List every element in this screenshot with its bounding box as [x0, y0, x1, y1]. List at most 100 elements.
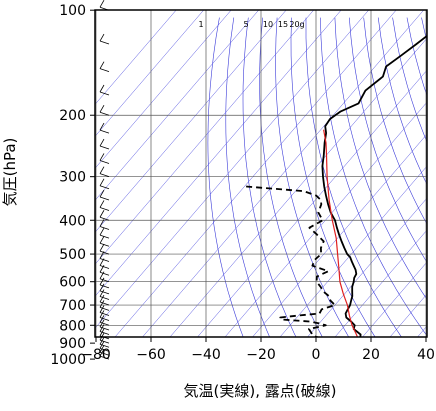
wind-barb-feather — [99, 178, 105, 186]
wind-barb-feather — [99, 153, 105, 161]
wind-barb-staff — [99, 129, 110, 134]
dry-adiabat-line — [392, 17, 427, 143]
wind-barb-feather — [99, 283, 105, 292]
mixing-ratio-label: 10 — [263, 20, 273, 29]
dry-adiabat-line — [334, 17, 427, 300]
wind-barb-feather — [99, 315, 105, 323]
wind-barb-feather — [99, 138, 105, 147]
wind-barb-staff — [99, 234, 110, 239]
y-tick-label: 500 — [59, 247, 86, 263]
x-tick-label: −40 — [191, 347, 221, 363]
wind-barb-staff — [99, 207, 110, 211]
wind-barb-feather — [99, 251, 105, 259]
x-tick-label: −80 — [81, 347, 111, 363]
wind-barb-feather — [99, 105, 105, 113]
wind-barb-feather — [99, 189, 105, 198]
wind-barbs — [99, 0, 110, 360]
wind-barb-feather — [99, 210, 105, 218]
wind-barb-staff — [99, 321, 110, 326]
wind-barb-staff — [99, 196, 110, 201]
y-tick-label: 700 — [59, 298, 86, 314]
wind-barb-staff — [99, 91, 110, 96]
isotherm-line — [95, 10, 287, 233]
wind-barb-staff — [99, 145, 110, 150]
wind-barb-staff — [99, 40, 110, 45]
wind-barb-feather — [99, 33, 105, 42]
wind-barb-staff — [99, 160, 110, 164]
x-tick-label: 20 — [362, 347, 380, 363]
x-axis-title: 気温(実線), 露点(破線) — [184, 382, 337, 400]
isotherm-line — [95, 10, 342, 297]
isotherm-line — [95, 10, 177, 105]
wind-barb-staff — [99, 301, 110, 306]
isotherm-line — [95, 10, 260, 201]
mixing-ratio-label: 20g — [289, 20, 304, 29]
dry-adiabat-line — [225, 17, 270, 337]
dewpoint-line — [244, 185, 336, 337]
wind-barb-staff — [99, 185, 110, 190]
wind-barb-staff — [99, 284, 110, 289]
wind-barb-staff — [99, 347, 110, 352]
isotherm-line — [389, 293, 427, 337]
wind-barb-staff — [99, 216, 110, 221]
x-tick-label: −60 — [136, 347, 166, 363]
wind-barb-staff — [99, 258, 110, 262]
wind-barb-staff — [99, 326, 110, 331]
dry-adiabat-line — [207, 17, 244, 337]
y-tick-label: 1000 — [50, 352, 86, 368]
isotherm-line — [279, 165, 427, 337]
wind-barb-staff — [99, 355, 110, 360]
wind-barb-feather — [99, 236, 105, 244]
wind-barb-staff — [99, 317, 110, 321]
isotherm-line — [334, 229, 427, 337]
wind-barb-feather — [99, 310, 105, 318]
wind-barb-staff — [99, 173, 110, 178]
wind-barb-staff — [99, 343, 110, 348]
isotherm-line — [252, 133, 427, 337]
dry-adiabat-line — [305, 17, 402, 337]
wind-barb-feather — [99, 300, 105, 308]
x-tick-label: 40 — [417, 347, 435, 363]
wind-barb-feather — [99, 166, 105, 174]
wind-barb-staff — [99, 226, 110, 230]
dry-adiabat-line — [242, 17, 297, 337]
x-tick-label: 0 — [312, 347, 321, 363]
isotherm-line — [95, 10, 232, 169]
y-tick-label: 100 — [59, 3, 86, 19]
wind-barb-feather — [99, 219, 105, 227]
wind-barb-staff — [99, 290, 110, 295]
parcel-line — [323, 129, 359, 337]
dry-adiabat-line — [363, 17, 427, 225]
y-tick-label: 600 — [59, 275, 86, 291]
isotherm-line — [307, 197, 427, 337]
isotherm-line — [169, 37, 427, 337]
wind-barb-feather — [99, 61, 105, 69]
wind-barb-staff — [99, 242, 110, 247]
wind-barb-staff — [99, 68, 110, 73]
wind-barb-staff — [99, 339, 110, 344]
isotherm-line — [224, 101, 427, 337]
wind-barb-staff — [99, 351, 110, 356]
isotherm-line — [142, 10, 425, 337]
series-group — [244, 34, 427, 337]
y-tick-label: 200 — [59, 108, 86, 124]
wind-barb-feather — [99, 0, 105, 8]
x-tick-label: −20 — [246, 347, 276, 363]
wind-barb-feather — [99, 294, 105, 303]
wind-barb-staff — [99, 265, 110, 269]
dry-adiabat-line — [290, 17, 376, 337]
mixing-ratio-labels: 1 5 10 15 20g — [198, 20, 304, 29]
x-axis: −80 −60 −40 −20 0 20 40 — [81, 337, 435, 363]
wind-barb-staff — [99, 331, 110, 335]
wind-barb-staff — [99, 312, 110, 316]
dry-adiabat-line — [259, 17, 323, 337]
wind-barb-staff — [99, 296, 110, 300]
isotherm-line — [95, 10, 370, 329]
isotherm-line — [114, 10, 397, 337]
mixing-ratio-label: 15 — [278, 20, 288, 29]
wind-barb-staff — [99, 271, 110, 276]
wind-barb-staff — [99, 111, 110, 116]
grid — [95, 10, 427, 337]
wind-barb-feather — [99, 305, 105, 313]
wind-barb-feather — [99, 271, 105, 279]
